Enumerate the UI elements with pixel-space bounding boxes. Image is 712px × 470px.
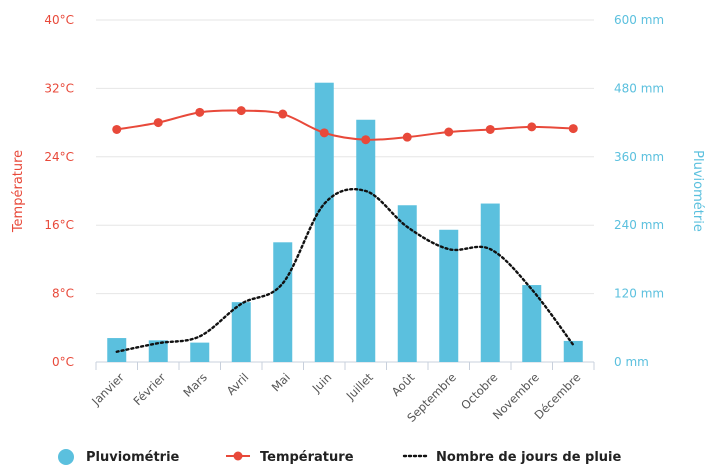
temperature-point [568,124,578,134]
y-left-tick-label: 16°C [44,218,74,232]
legend-temperature-marker [233,451,243,461]
x-tick-label: Avril [224,370,252,398]
temperature-point [278,109,288,119]
rain-bar [522,285,542,362]
x-tick-label: Juillet [343,370,376,403]
rain-bar [397,205,417,362]
rain-bar [273,242,293,362]
legend-label: Nombre de jours de pluie [436,450,622,465]
temperature-point [112,124,122,134]
rain-bar [314,82,334,362]
temperature-point [153,118,163,128]
temperature-point [402,132,412,142]
legend-label: Température [260,450,354,465]
rain-days-line [115,188,575,353]
rain-bar [563,340,583,362]
legend-rain-icon [58,449,74,465]
rain-bar [439,229,459,362]
temperature-line [116,109,574,141]
rain-bar [480,203,500,362]
y-right-tick-label: 240 mm [614,218,664,232]
y-left-tick-label: 24°C [44,150,74,164]
rain-bar [356,119,376,362]
y-right-axis-title: Pluviométrie [690,150,705,232]
y-left-tick-label: 8°C [52,287,74,301]
temperature-point [444,127,454,137]
x-tick-label: Janvier [88,370,127,409]
y-left-tick-label: 32°C [44,81,74,95]
x-tick-label: Juin [309,370,335,396]
temperature-point [195,107,205,117]
temperature-point [527,122,537,132]
y-left-axis-title: Température [11,150,26,233]
y-left-tick-label: 40°C [44,13,74,27]
y-right-tick-label: 0 mm [614,355,649,369]
y-left-tick-label: 0°C [52,355,74,369]
y-right-tick-label: 360 mm [614,150,664,164]
x-tick-label: Octobre [458,370,500,412]
y-right-tick-label: 120 mm [614,287,664,301]
rain-bar [190,342,210,362]
rain-bar [107,338,127,362]
temperature-point [319,128,329,138]
temperature-point [236,106,246,116]
temperature-point [361,135,371,145]
x-tick-label: Mai [269,370,293,394]
y-right-tick-label: 600 mm [614,13,664,27]
temperature-point [485,124,495,134]
rain-bar [148,340,168,362]
legend-label: Pluviométrie [86,450,180,465]
y-right-tick-label: 480 mm [614,81,664,95]
rain-bar [231,302,251,362]
x-tick-label: Février [130,370,168,408]
x-tick-label: Août [389,370,418,399]
x-tick-label: Mars [180,370,209,399]
